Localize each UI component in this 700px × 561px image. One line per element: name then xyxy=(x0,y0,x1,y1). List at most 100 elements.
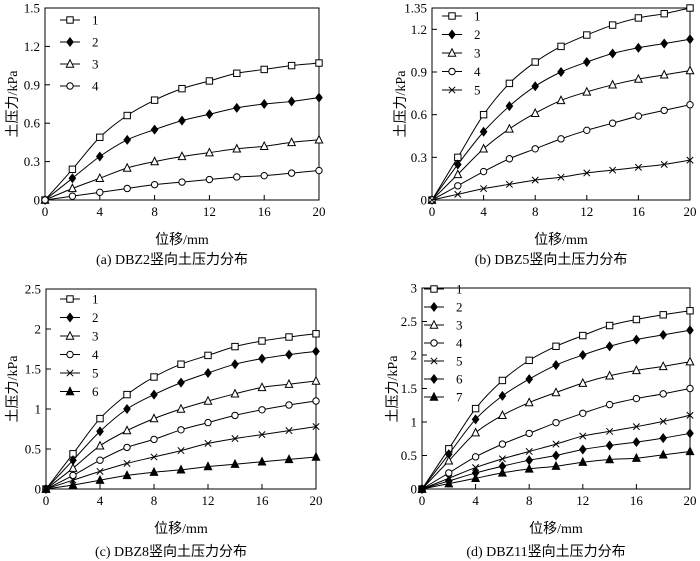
data-point xyxy=(417,483,427,493)
data-point xyxy=(530,107,540,117)
data-point xyxy=(579,331,587,340)
legend-marker xyxy=(429,319,439,329)
y-tick-label: 0 xyxy=(411,482,418,497)
legend-item-4: 4 xyxy=(424,336,463,351)
data-point xyxy=(479,126,488,137)
data-point xyxy=(505,180,513,188)
data-point xyxy=(578,349,587,361)
legend-label: 1 xyxy=(474,9,481,24)
legend-marker xyxy=(65,58,75,68)
data-point xyxy=(551,387,561,397)
data-point xyxy=(95,151,104,162)
data-point xyxy=(122,425,132,435)
data-point xyxy=(123,390,131,399)
data-point xyxy=(177,377,185,388)
data-point xyxy=(231,411,239,420)
data-point xyxy=(531,81,540,92)
data-point xyxy=(552,450,560,461)
data-point xyxy=(122,470,132,480)
data-point xyxy=(95,172,105,182)
y-tick-label: 0 xyxy=(421,193,428,208)
data-point xyxy=(557,173,565,181)
data-point xyxy=(312,397,320,405)
y-tick-label: 1.5 xyxy=(401,381,417,396)
x-tick-label: 20 xyxy=(684,204,697,219)
data-point xyxy=(285,427,293,435)
data-point xyxy=(150,373,158,381)
data-point xyxy=(659,433,668,444)
legend-marker xyxy=(448,12,456,20)
series-3 xyxy=(427,65,695,204)
y-tick-label: 0.6 xyxy=(411,107,428,122)
data-point xyxy=(557,135,565,143)
panel-caption: (c) DBZ8竖向土压力分布 xyxy=(95,544,247,560)
x-tick-label: 16 xyxy=(258,204,272,219)
legend-marker xyxy=(65,386,75,396)
data-point xyxy=(557,42,565,51)
data-point xyxy=(258,337,266,345)
x-tick-label: 4 xyxy=(480,204,487,219)
series-3 xyxy=(40,134,324,204)
data-point xyxy=(552,342,560,350)
y-tick-label: 1.5 xyxy=(24,1,40,16)
data-point xyxy=(531,145,539,153)
data-point xyxy=(68,165,77,173)
y-tick-label: 1.2 xyxy=(24,39,40,54)
legend-item-1: 1 xyxy=(442,9,481,24)
series-line-4 xyxy=(431,104,691,201)
legend-item-3: 3 xyxy=(60,57,99,72)
x-tick-label: 16 xyxy=(630,493,644,508)
legend-item-1: 1 xyxy=(424,282,463,297)
data-point xyxy=(608,119,617,127)
data-point xyxy=(498,440,507,448)
data-point xyxy=(285,401,293,409)
legend-label: 2 xyxy=(474,27,481,42)
legend-item-5: 5 xyxy=(60,366,99,381)
legend-marker xyxy=(430,339,438,347)
legend-item-3: 3 xyxy=(424,318,463,333)
data-point xyxy=(149,413,159,423)
data-point xyxy=(150,389,158,400)
data-point xyxy=(605,400,614,409)
series-5 xyxy=(42,423,320,493)
data-point xyxy=(444,455,454,465)
data-point xyxy=(498,455,506,463)
panel-caption: (a) DBZ2竖向土压力分布 xyxy=(96,252,248,268)
data-point xyxy=(686,4,694,12)
legend-label: 1 xyxy=(456,282,463,297)
x-tick-label: 12 xyxy=(576,493,589,508)
data-point xyxy=(524,397,534,407)
data-point xyxy=(68,462,78,472)
chart-panel-2: 0 4 8 12 16 2000.30.60.91.21.35位移/mm土压力/kPa(b… xyxy=(393,1,696,269)
y-tick-label: 0 xyxy=(34,193,41,208)
legend-marker xyxy=(448,86,456,94)
data-point xyxy=(609,166,617,174)
data-point xyxy=(631,452,641,462)
data-point xyxy=(480,185,488,193)
series-4 xyxy=(41,166,323,204)
data-point xyxy=(315,92,323,103)
data-point xyxy=(686,156,694,164)
data-point xyxy=(505,155,514,163)
data-point xyxy=(579,409,587,417)
y-tick-label: 0.6 xyxy=(24,116,41,131)
data-point xyxy=(631,365,641,375)
x-tick-label: 20 xyxy=(684,493,697,508)
legend-marker xyxy=(448,67,456,76)
data-point xyxy=(233,69,241,77)
data-point xyxy=(471,453,480,461)
data-point xyxy=(660,9,668,18)
data-point xyxy=(578,456,588,466)
y-tick-label: 0.9 xyxy=(411,65,427,80)
data-point xyxy=(314,134,324,144)
x-axis-label: 位移/mm xyxy=(155,232,209,248)
data-point xyxy=(176,464,186,474)
data-point xyxy=(150,124,159,135)
legend-item-2: 2 xyxy=(60,310,99,325)
data-point xyxy=(551,460,561,470)
legend-item-2: 2 xyxy=(60,35,99,50)
y-tick-label: 1.5 xyxy=(25,362,41,377)
legend-item-6: 6 xyxy=(424,372,463,387)
data-point xyxy=(150,453,158,461)
plot-frame xyxy=(45,288,317,490)
